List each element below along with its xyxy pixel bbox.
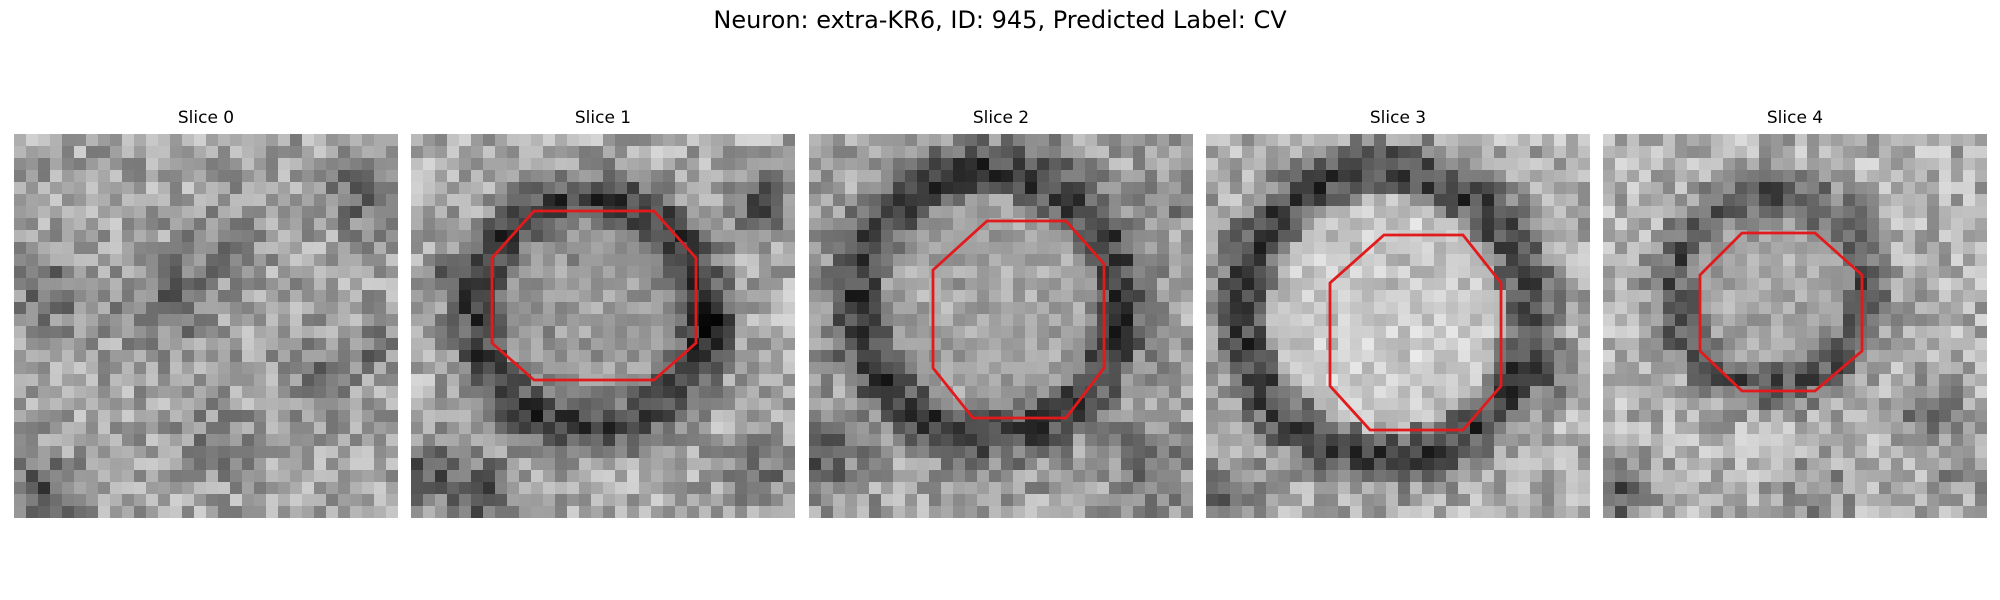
slice-image-svg-4 bbox=[1603, 134, 1987, 518]
figure-title: Neuron: extra-KR6, ID: 945, Predicted La… bbox=[713, 6, 1287, 34]
slice-title-2: Slice 2 bbox=[972, 108, 1030, 128]
slice-title-3: Slice 3 bbox=[1369, 108, 1427, 128]
slice-image-svg-3 bbox=[1206, 134, 1590, 518]
slice-image-svg-1 bbox=[411, 134, 795, 518]
slice-title-0: Slice 0 bbox=[177, 108, 235, 128]
slice-image-2 bbox=[809, 134, 1193, 518]
slice-image-svg-0 bbox=[14, 134, 398, 518]
contour-octagon-2 bbox=[931, 219, 1106, 420]
slice-image-1 bbox=[411, 134, 795, 518]
slice-image-3 bbox=[1206, 134, 1590, 518]
slice-image-svg-2 bbox=[809, 134, 1193, 518]
slice-image-0 bbox=[14, 134, 398, 518]
contour-octagon-1 bbox=[490, 209, 698, 382]
slice-title-4: Slice 4 bbox=[1766, 108, 1824, 128]
contour-octagon-4 bbox=[1698, 231, 1864, 393]
contour-octagon-3 bbox=[1328, 233, 1503, 432]
slice-title-1: Slice 1 bbox=[574, 108, 632, 128]
slice-image-4 bbox=[1603, 134, 1987, 518]
